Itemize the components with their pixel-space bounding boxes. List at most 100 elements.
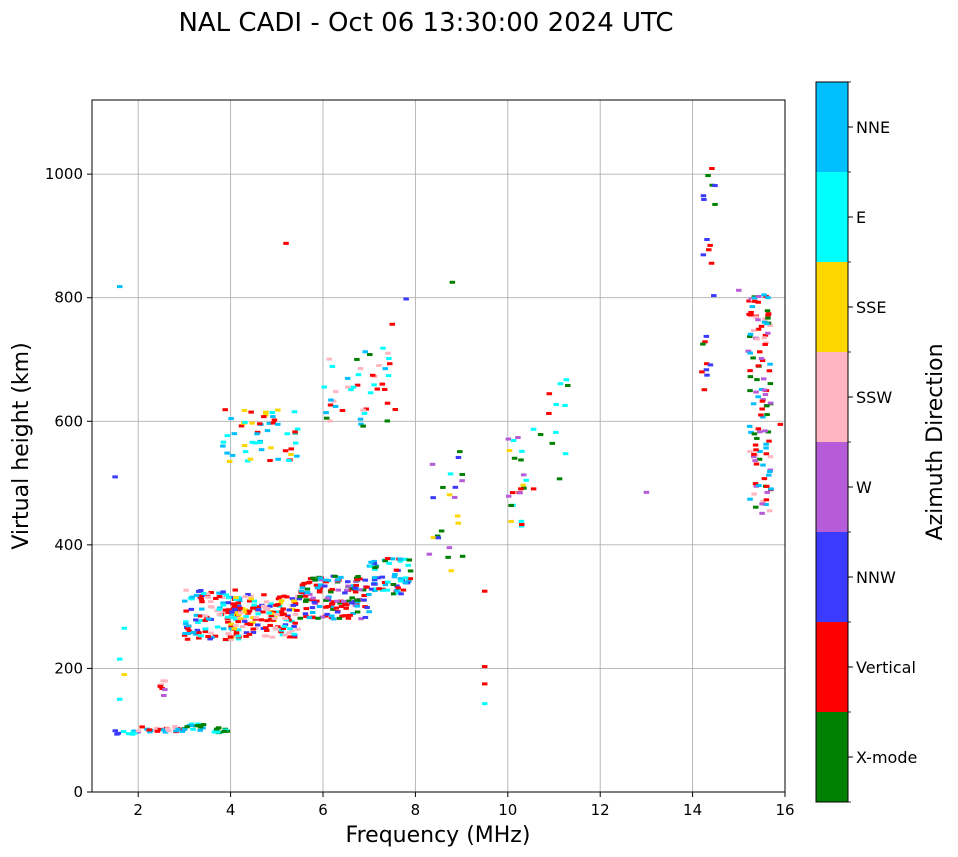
data-point <box>303 615 309 619</box>
data-point <box>481 682 488 686</box>
data-point <box>315 616 321 620</box>
colorbar-tick-label: NNW <box>856 568 896 587</box>
data-point <box>139 725 145 729</box>
data-point <box>197 728 203 732</box>
data-point <box>402 576 409 580</box>
data-point <box>452 485 459 489</box>
data-point <box>292 441 299 445</box>
data-point <box>289 628 295 632</box>
data-point <box>274 612 280 616</box>
data-point <box>254 432 260 436</box>
data-point <box>390 583 397 587</box>
plot-area: 2 4 6 8 10 12 14 16 0 200 400 600 800 1000 <box>45 99 795 819</box>
data-point <box>267 623 273 627</box>
y-tick-label: 400 <box>54 536 83 554</box>
data-point <box>757 350 763 354</box>
data-point <box>755 427 762 431</box>
data-point <box>298 589 305 593</box>
data-point <box>767 401 774 405</box>
data-point <box>753 315 759 319</box>
data-point <box>116 285 123 289</box>
data-point <box>202 630 209 634</box>
data-point <box>228 624 234 628</box>
data-point <box>381 580 388 584</box>
data-point <box>481 702 488 706</box>
data-point <box>250 630 257 634</box>
data-point <box>393 568 400 572</box>
data-point <box>268 614 275 618</box>
data-point <box>230 616 237 620</box>
data-point <box>357 367 364 371</box>
data-point <box>294 608 300 612</box>
data-point <box>319 615 326 619</box>
data-point <box>390 592 397 596</box>
data-point <box>759 511 765 515</box>
data-point <box>703 334 710 338</box>
data-point <box>228 627 235 631</box>
data-point <box>323 598 329 602</box>
colorbar-tick-label: X-mode <box>856 748 917 767</box>
data-point <box>237 617 244 621</box>
data-point <box>245 592 251 596</box>
data-point <box>303 598 310 602</box>
data-point <box>307 592 313 596</box>
data-point <box>440 485 446 489</box>
data-point <box>220 440 227 444</box>
data-point <box>384 419 391 423</box>
data-point <box>517 491 523 495</box>
data-point <box>350 611 356 615</box>
data-point <box>185 627 191 631</box>
data-point <box>185 631 192 635</box>
data-point <box>336 616 343 620</box>
data-point <box>537 433 544 437</box>
data-point <box>241 617 248 621</box>
data-point <box>313 583 320 587</box>
data-point <box>241 444 248 448</box>
data-point <box>231 432 238 436</box>
data-point <box>445 555 451 559</box>
data-point <box>147 730 153 734</box>
data-point <box>116 697 123 701</box>
data-point <box>202 627 209 631</box>
data-point <box>372 588 378 592</box>
data-point <box>508 503 514 507</box>
data-point <box>755 327 762 331</box>
data-point <box>705 174 711 178</box>
data-point <box>192 724 199 728</box>
y-tick-label: 200 <box>54 659 83 677</box>
data-point <box>361 598 367 602</box>
data-point <box>182 599 188 603</box>
data-point <box>368 564 375 568</box>
data-point <box>761 477 768 481</box>
data-point <box>457 450 463 454</box>
data-point <box>189 595 196 599</box>
data-point <box>760 398 766 402</box>
data-point <box>347 613 353 617</box>
data-point <box>707 243 713 247</box>
data-point <box>255 608 262 612</box>
data-point <box>240 625 246 629</box>
data-point <box>195 621 201 625</box>
data-point <box>182 631 188 635</box>
data-point <box>343 606 349 610</box>
data-point <box>777 422 784 426</box>
data-point <box>146 728 153 732</box>
data-point <box>280 627 287 631</box>
colorbar-segment <box>816 712 848 802</box>
data-point <box>344 385 351 389</box>
data-point <box>505 437 512 441</box>
data-point <box>386 356 392 360</box>
data-point <box>382 367 388 371</box>
data-point <box>763 446 769 450</box>
data-point <box>216 613 223 617</box>
data-point <box>183 588 189 592</box>
data-point <box>755 364 762 368</box>
data-point <box>181 633 188 637</box>
data-point <box>372 566 378 570</box>
data-point <box>237 611 244 615</box>
data-point <box>257 441 263 445</box>
data-point <box>759 399 766 403</box>
data-point <box>201 592 207 596</box>
data-point <box>184 725 190 729</box>
data-point <box>304 587 311 591</box>
